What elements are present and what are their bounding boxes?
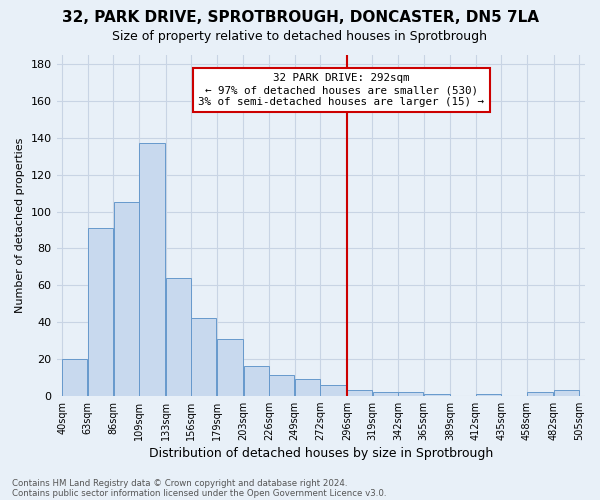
Bar (191, 318, 217, 396)
Bar (373, 392, 398, 396)
Bar (244, 366, 269, 396)
Bar (527, 392, 553, 396)
Bar (476, 394, 501, 396)
Bar (554, 390, 579, 396)
Bar (62, 359, 88, 396)
Text: Contains public sector information licensed under the Open Government Licence v3: Contains public sector information licen… (12, 488, 386, 498)
Bar (295, 379, 320, 396)
Bar (88, 228, 113, 396)
Bar (424, 394, 450, 396)
Y-axis label: Number of detached properties: Number of detached properties (15, 138, 25, 313)
Bar (139, 144, 165, 396)
Bar (113, 202, 139, 396)
Bar (166, 278, 191, 396)
X-axis label: Distribution of detached houses by size in Sprotbrough: Distribution of detached houses by size … (149, 447, 493, 460)
Text: 32 PARK DRIVE: 292sqm
← 97% of detached houses are smaller (530)
3% of semi-deta: 32 PARK DRIVE: 292sqm ← 97% of detached … (198, 74, 484, 106)
Bar (320, 384, 347, 396)
Text: Contains HM Land Registry data © Crown copyright and database right 2024.: Contains HM Land Registry data © Crown c… (12, 478, 347, 488)
Text: Size of property relative to detached houses in Sprotbrough: Size of property relative to detached ho… (113, 30, 487, 43)
Bar (269, 376, 295, 396)
Bar (398, 392, 424, 396)
Bar (217, 338, 243, 396)
Bar (347, 390, 372, 396)
Text: 32, PARK DRIVE, SPROTBROUGH, DONCASTER, DN5 7LA: 32, PARK DRIVE, SPROTBROUGH, DONCASTER, … (62, 10, 539, 25)
